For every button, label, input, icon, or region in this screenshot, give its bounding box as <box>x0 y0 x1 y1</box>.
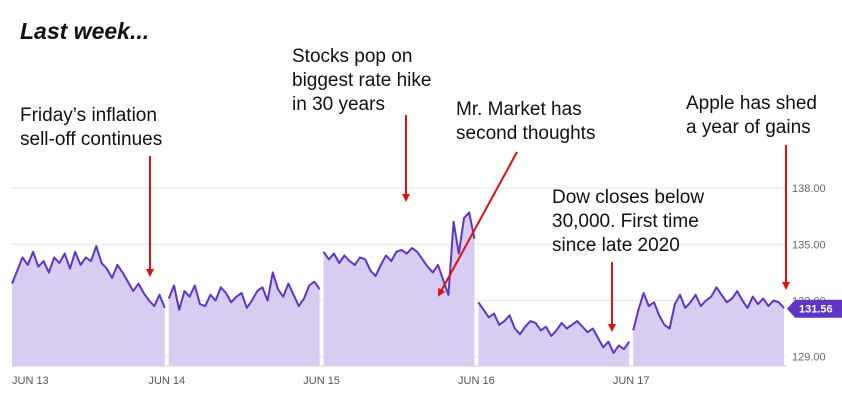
y-tick-label: 129.00 <box>792 352 826 364</box>
current-price-badge <box>787 299 842 318</box>
x-tick-label: JUN 17 <box>613 375 650 387</box>
annotation-inflation-selloff: Friday’s inflation sell-off continues <box>20 105 163 150</box>
price-line-jun-15 <box>322 211 476 296</box>
annotation-rate-hike: Stocks pop on biggest rate hike in 30 ye… <box>292 46 432 115</box>
y-tick-label: 138.00 <box>792 183 826 195</box>
price-area-jun-15 <box>323 212 475 366</box>
x-tick-label: JUN 14 <box>148 375 185 387</box>
price-area-jun-13 <box>12 246 165 366</box>
annotation-apple-year-of-gains: Apple has shed a year of gains <box>686 93 817 138</box>
x-tick-label: JUN 15 <box>303 375 340 387</box>
current-price-label: 131.56 <box>799 304 833 316</box>
x-tick-label: JUN 13 <box>12 375 49 387</box>
price-area-jun-14 <box>168 272 320 366</box>
price-line-jun-13 <box>11 245 166 309</box>
price-line-jun-17 <box>632 286 785 331</box>
y-tick-label: 135.00 <box>792 239 826 251</box>
x-tick-label: JUN 16 <box>458 375 495 387</box>
annotation-second-thoughts: Mr. Market has second thoughts <box>456 99 596 144</box>
headline: Last week... <box>20 18 150 44</box>
arrow-second-thoughts <box>438 151 518 297</box>
price-line-jun-14 <box>167 271 321 311</box>
annotation-dow-below-30000: Dow closes below 30,000. First time sinc… <box>552 187 705 256</box>
price-line-jun-16 <box>477 301 631 354</box>
